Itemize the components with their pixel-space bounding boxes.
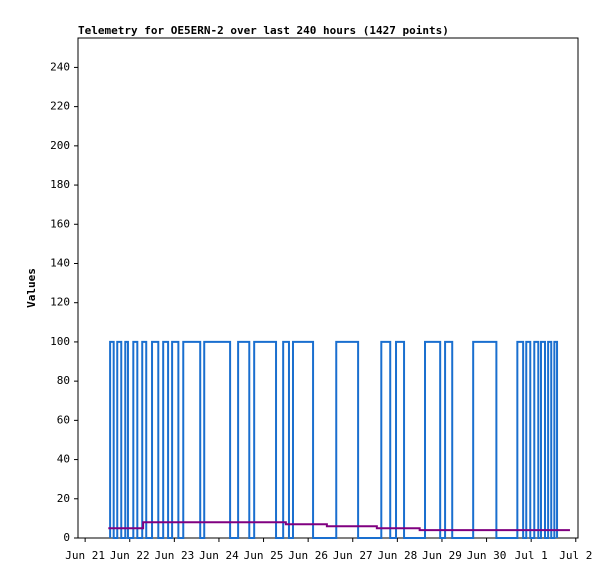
y-tick-label: 180 [50,178,70,191]
x-tick-label: Jun 27 [333,549,373,562]
y-tick-label: 20 [57,492,70,505]
y-tick-label: 60 [57,413,70,426]
y-tick-label: 40 [57,453,70,466]
y-tick-label: 200 [50,139,70,152]
x-tick-label: Jun 25 [244,549,284,562]
y-tick-label: 80 [57,374,70,387]
y-tick-label: 0 [63,531,70,544]
y-tick-label: 220 [50,100,70,113]
x-tick-label: Jun 24 [199,549,239,562]
y-tick-label: 240 [50,60,70,73]
y-tick-label: 140 [50,256,70,269]
x-tick-label: Jul 2 [559,549,592,562]
x-tick-label: Jun 21 [65,549,105,562]
series-line [109,340,559,539]
x-tick-label: Jun 30 [467,549,507,562]
x-tick-label: Jul 1 [515,549,548,562]
x-tick-label: Jun 29 [422,549,462,562]
x-tick-label: Jun 22 [110,549,150,562]
chart-title: Telemetry for OE5ERN-2 over last 240 hou… [78,24,449,37]
x-tick-label: Jun 23 [154,549,194,562]
y-axis-label: Values [25,268,38,308]
series-line [108,521,570,532]
y-tick-label: 100 [50,335,70,348]
x-tick-label: Jun 28 [377,549,417,562]
y-tick-label: 120 [50,296,70,309]
y-tick-label: 160 [50,217,70,230]
x-tick-label: Jun 26 [288,549,328,562]
